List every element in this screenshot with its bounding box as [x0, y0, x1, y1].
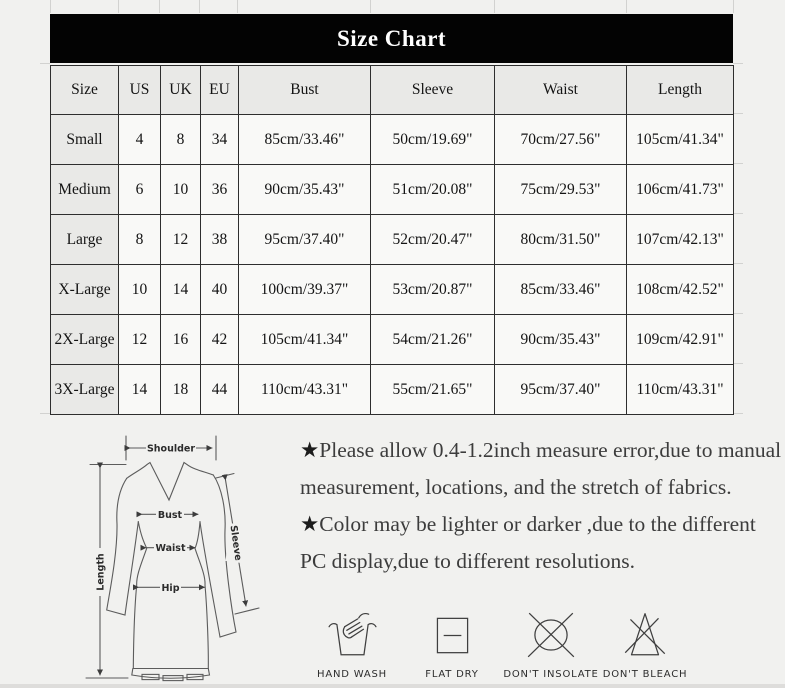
table-row: Medium 6 10 36 90cm/35.43" 51cm/20.08" 7… [50, 164, 734, 215]
col-header-length: Length [626, 65, 734, 115]
note-color-difference: ★Color may be lighter or darker ,due to … [300, 506, 784, 580]
table-cell: 80cm/31.50" [494, 214, 627, 265]
table-cell: 14 [160, 264, 201, 315]
table-cell: 75cm/29.53" [494, 164, 627, 215]
table-cell: X-Large [50, 264, 119, 315]
size-chart-title: Size Chart [336, 25, 447, 51]
table-cell: 8 [118, 214, 161, 265]
care-label: HAND WASH [317, 669, 387, 680]
table-cell: 3X-Large [50, 364, 119, 415]
table-cell: 107cm/42.13" [626, 214, 734, 265]
dress-diagram-drawing: Shoulder Length Bust Waist Hip Sleeve [85, 435, 260, 682]
dont-bleach-icon [624, 613, 666, 656]
table-cell: 95cm/37.40" [238, 214, 371, 265]
bottom-edge-strip [0, 684, 785, 688]
table-row: Small 4 8 34 85cm/33.46" 50cm/19.69" 70c… [50, 114, 734, 165]
table-cell: 50cm/19.69" [370, 114, 495, 165]
table-cell: 12 [118, 314, 161, 365]
care-flat-dry: FLAT DRY [392, 609, 512, 680]
table-cell: 105cm/41.34" [238, 314, 371, 365]
size-chart-table: Size US UK EU Bust Sleeve Waist Length S… [50, 65, 734, 415]
table-header-row: Size US UK EU Bust Sleeve Waist Length [50, 65, 734, 115]
table-cell: Large [50, 214, 119, 265]
table-cell: 52cm/20.47" [370, 214, 495, 265]
star-icon: ★ [300, 438, 320, 462]
table-cell: 14 [118, 364, 161, 415]
diagram-length-label: Length [96, 553, 107, 591]
table-cell: 95cm/37.40" [494, 364, 627, 415]
table-cell: 90cm/35.43" [238, 164, 371, 215]
table-cell: 55cm/21.65" [370, 364, 495, 415]
table-cell: 110cm/43.31" [626, 364, 734, 415]
table-cell: 8 [160, 114, 201, 165]
col-header-waist: Waist [494, 65, 627, 115]
care-label: DON'T BLEACH [602, 669, 688, 680]
table-cell: 18 [160, 364, 201, 415]
table-cell: 44 [200, 364, 239, 415]
col-header-size: Size [50, 65, 119, 115]
table-cell: 51cm/20.08" [370, 164, 495, 215]
size-chart-title-bar: Size Chart [50, 14, 733, 63]
table-cell: Medium [50, 164, 119, 215]
table-cell: 34 [200, 114, 239, 165]
table-cell: 70cm/27.56" [494, 114, 627, 165]
note-measure-error: ★Please allow 0.4-1.2inch measure error,… [300, 432, 784, 506]
table-cell: 36 [200, 164, 239, 215]
care-hand-wash: HAND WASH [292, 609, 412, 680]
table-row: 3X-Large 14 18 44 110cm/43.31" 55cm/21.6… [50, 364, 734, 415]
table-cell: 108cm/42.52" [626, 264, 734, 315]
table-cell: 4 [118, 114, 161, 165]
dress-measurement-diagram: Shoulder Length Bust Waist Hip Sleeve [70, 428, 300, 686]
note-text: Please allow 0.4-1.2inch measure error,d… [300, 438, 782, 499]
note-text: Color may be lighter or darker ,due to t… [300, 512, 756, 573]
care-label: FLAT DRY [425, 669, 479, 680]
table-cell: 90cm/35.43" [494, 314, 627, 365]
table-cell: 85cm/33.46" [494, 264, 627, 315]
col-header-eu: EU [200, 65, 239, 115]
table-cell: 12 [160, 214, 201, 265]
table-cell: 40 [200, 264, 239, 315]
table-cell: 10 [160, 164, 201, 215]
table-cell: 42 [200, 314, 239, 365]
col-header-uk: UK [160, 65, 201, 115]
table-cell: 109cm/42.91" [626, 314, 734, 365]
col-header-sleeve: Sleeve [370, 65, 495, 115]
table-cell: 105cm/41.34" [626, 114, 734, 165]
dont-insolate-icon [527, 612, 575, 658]
table-cell: 110cm/43.31" [238, 364, 371, 415]
diagram-sleeve-label: Sleeve [228, 525, 244, 562]
care-dont-insolate: DON'T INSOLATE [491, 609, 611, 680]
table-cell: 10 [118, 264, 161, 315]
table-cell: 38 [200, 214, 239, 265]
col-header-us: US [118, 65, 161, 115]
care-dont-bleach: DON'T BLEACH [585, 609, 705, 680]
table-cell: 54cm/21.26" [370, 314, 495, 365]
diagram-shoulder-label: Shoulder [147, 444, 195, 455]
diagram-waist-label: Waist [155, 543, 185, 554]
table-cell: 16 [160, 314, 201, 365]
table-row: X-Large 10 14 40 100cm/39.37" 53cm/20.87… [50, 264, 734, 315]
table-cell: 6 [118, 164, 161, 215]
diagram-hip-label: Hip [161, 583, 179, 594]
table-cell: 53cm/20.87" [370, 264, 495, 315]
care-label: DON'T INSOLATE [503, 669, 599, 680]
notes-block: ★Please allow 0.4-1.2inch measure error,… [300, 432, 784, 580]
table-cell: 106cm/41.73" [626, 164, 734, 215]
table-cell: 100cm/39.37" [238, 264, 371, 315]
hand-wash-icon [328, 612, 377, 656]
flat-dry-icon [436, 617, 469, 654]
table-cell: 85cm/33.46" [238, 114, 371, 165]
table-cell: Small [50, 114, 119, 165]
col-header-bust: Bust [238, 65, 371, 115]
diagram-bust-label: Bust [158, 510, 183, 521]
table-row: 2X-Large 12 16 42 105cm/41.34" 54cm/21.2… [50, 314, 734, 365]
star-icon: ★ [300, 512, 320, 536]
table-row: Large 8 12 38 95cm/37.40" 52cm/20.47" 80… [50, 214, 734, 265]
table-cell: 2X-Large [50, 314, 119, 365]
